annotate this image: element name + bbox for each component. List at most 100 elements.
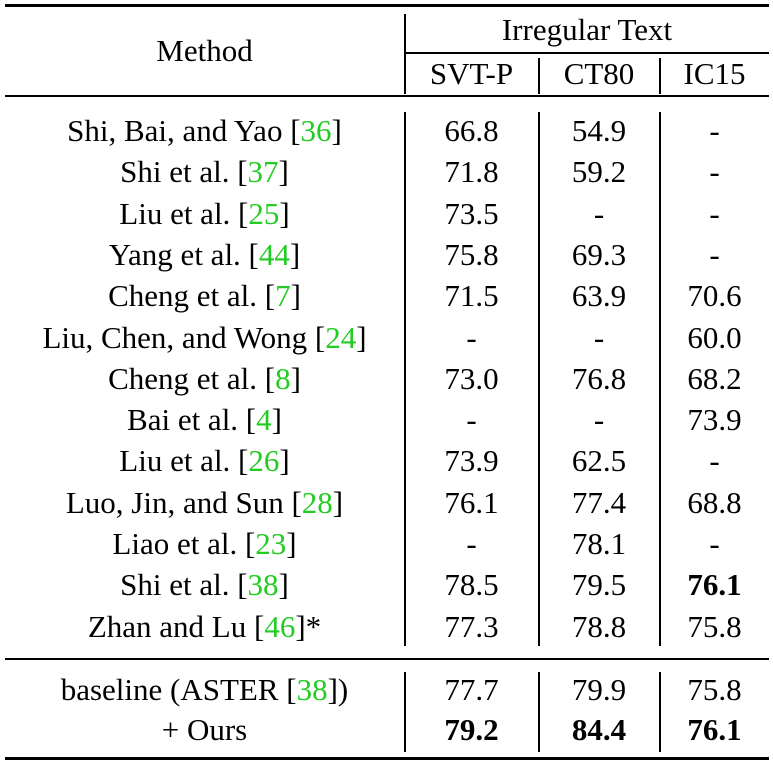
col-divider-2-bottom bbox=[659, 672, 661, 752]
method-suffix: ] bbox=[278, 154, 289, 190]
method-suffix: ] bbox=[332, 484, 344, 520]
method-suffix: ] bbox=[289, 236, 301, 272]
value-cell: - bbox=[709, 443, 720, 479]
method-name: Liu et al. [ bbox=[119, 443, 249, 479]
method-suffix: ] bbox=[286, 526, 297, 561]
citation-link[interactable]: 37 bbox=[247, 154, 279, 190]
method-name: Shi et al. [ bbox=[120, 154, 248, 190]
value-cell: 77.4 bbox=[571, 484, 627, 520]
value-cell: 54.9 bbox=[571, 113, 627, 148]
value-cell: 79.9 bbox=[571, 672, 627, 707]
method-suffix: ] bbox=[271, 402, 282, 438]
citation-link[interactable]: 46 bbox=[264, 608, 296, 644]
method-cell: + Ours bbox=[5, 712, 404, 748]
value-cell: 78.5 bbox=[444, 567, 499, 603]
method-name: Bai et al. [ bbox=[127, 402, 257, 438]
value-cell: 76.1 bbox=[444, 484, 499, 520]
citation-link[interactable]: 4 bbox=[256, 402, 272, 438]
value-cell: 59.2 bbox=[571, 154, 627, 190]
citation-link[interactable]: 38 bbox=[296, 672, 328, 707]
method-cell: Shi et al. [37] bbox=[5, 154, 404, 190]
method-name: + Ours bbox=[161, 712, 248, 747]
value-cell: - bbox=[709, 526, 720, 561]
method-cell: Shi et al. [38] bbox=[5, 567, 404, 603]
value-cell: 60.0 bbox=[687, 319, 742, 355]
header-col-svtp: SVT-P bbox=[429, 56, 514, 91]
method-cell: Liu et al. [25] bbox=[5, 196, 404, 232]
method-cell: Yang et al. [44] bbox=[5, 237, 404, 273]
value-cell: 71.8 bbox=[444, 154, 499, 190]
citation-link[interactable]: 25 bbox=[248, 195, 280, 231]
value-cell: 68.2 bbox=[687, 360, 742, 396]
citation-link[interactable]: 28 bbox=[301, 484, 333, 520]
header-method: Method bbox=[156, 33, 253, 68]
value-cell: 75.8 bbox=[444, 236, 499, 272]
value-cell: 62.5 bbox=[571, 443, 627, 479]
value-cell: 75.8 bbox=[687, 672, 742, 707]
header-col-ic15: IC15 bbox=[683, 56, 746, 91]
value-cell: 70.6 bbox=[687, 278, 742, 314]
method-suffix: ] bbox=[356, 319, 367, 355]
value-cell: - bbox=[466, 402, 477, 438]
citation-link[interactable]: 44 bbox=[258, 236, 290, 272]
bottom-rule bbox=[5, 757, 769, 760]
method-suffix: ]* bbox=[295, 608, 322, 644]
value-cell: 79.5 bbox=[571, 567, 627, 603]
method-name: Zhan and Lu [ bbox=[87, 608, 265, 644]
value-cell: 78.1 bbox=[571, 526, 627, 561]
value-cell: 77.7 bbox=[444, 672, 499, 707]
top-rule bbox=[5, 4, 769, 7]
method-cell: Liu et al. [26] bbox=[5, 443, 404, 479]
value-cell: - bbox=[593, 319, 605, 355]
method-cell: baseline (ASTER [38]) bbox=[5, 672, 404, 708]
value-cell: 79.2 bbox=[444, 712, 499, 747]
citation-link[interactable]: 8 bbox=[275, 360, 291, 396]
method-cell: Shi, Bai, and Yao [36] bbox=[5, 113, 404, 149]
method-name: Cheng et al. [ bbox=[108, 360, 276, 396]
citation-link[interactable]: 26 bbox=[248, 443, 280, 479]
method-name: Shi, Bai, and Yao [ bbox=[67, 113, 301, 148]
method-cell: Liu, Chen, and Wong [24] bbox=[5, 320, 404, 356]
value-cell: 71.5 bbox=[444, 278, 499, 314]
method-divider-bottom bbox=[404, 672, 406, 752]
col-divider-2-body bbox=[659, 112, 661, 646]
method-cell: Cheng et al. [8] bbox=[5, 361, 404, 397]
value-cell: - bbox=[466, 319, 477, 355]
citation-link[interactable]: 7 bbox=[275, 278, 291, 314]
citation-link[interactable]: 23 bbox=[255, 526, 287, 561]
method-suffix: ] bbox=[331, 113, 342, 148]
header-col-ct80: CT80 bbox=[563, 56, 635, 91]
method-suffix: ] bbox=[278, 567, 289, 603]
method-suffix: ] bbox=[279, 195, 290, 231]
value-cell: - bbox=[709, 195, 720, 231]
method-cell: Zhan and Lu [46]* bbox=[5, 609, 404, 645]
method-cell: Bai et al. [4] bbox=[5, 402, 404, 438]
citation-link[interactable]: 38 bbox=[247, 567, 279, 603]
value-cell: 73.5 bbox=[444, 195, 499, 231]
method-cell: Cheng et al. [7] bbox=[5, 278, 404, 314]
method-name: Liu et al. [ bbox=[119, 195, 249, 231]
value-cell: - bbox=[593, 195, 605, 231]
method-cell: Luo, Jin, and Sun [28] bbox=[5, 485, 404, 521]
citation-link[interactable]: 24 bbox=[325, 319, 357, 355]
method-name: Cheng et al. [ bbox=[108, 278, 276, 314]
method-name: Yang et al. [ bbox=[108, 236, 259, 272]
col-divider-1 bbox=[538, 58, 540, 94]
value-cell: 73.0 bbox=[444, 360, 499, 396]
section-rule bbox=[5, 658, 769, 660]
method-divider-body bbox=[404, 112, 406, 646]
value-cell: 76.8 bbox=[571, 360, 627, 396]
method-name: Luo, Jin, and Sun [ bbox=[65, 484, 302, 520]
value-cell: 66.8 bbox=[444, 113, 499, 148]
value-cell: - bbox=[709, 113, 720, 148]
value-cell: 73.9 bbox=[444, 443, 499, 479]
value-cell: 84.4 bbox=[571, 712, 627, 747]
citation-link[interactable]: 36 bbox=[300, 113, 332, 148]
value-cell: 77.3 bbox=[444, 608, 499, 644]
value-cell: 63.9 bbox=[571, 278, 627, 314]
value-cell: 73.9 bbox=[687, 402, 742, 438]
col-divider-1-bottom bbox=[538, 672, 540, 752]
col-divider-2 bbox=[659, 58, 661, 94]
method-suffix: ] bbox=[290, 278, 301, 314]
